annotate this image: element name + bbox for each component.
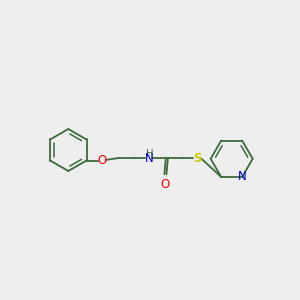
Text: N: N [145, 152, 153, 165]
Text: H: H [146, 149, 153, 159]
Text: O: O [161, 178, 170, 191]
Text: S: S [193, 152, 201, 165]
Text: N: N [238, 170, 247, 183]
Text: O: O [97, 154, 106, 167]
